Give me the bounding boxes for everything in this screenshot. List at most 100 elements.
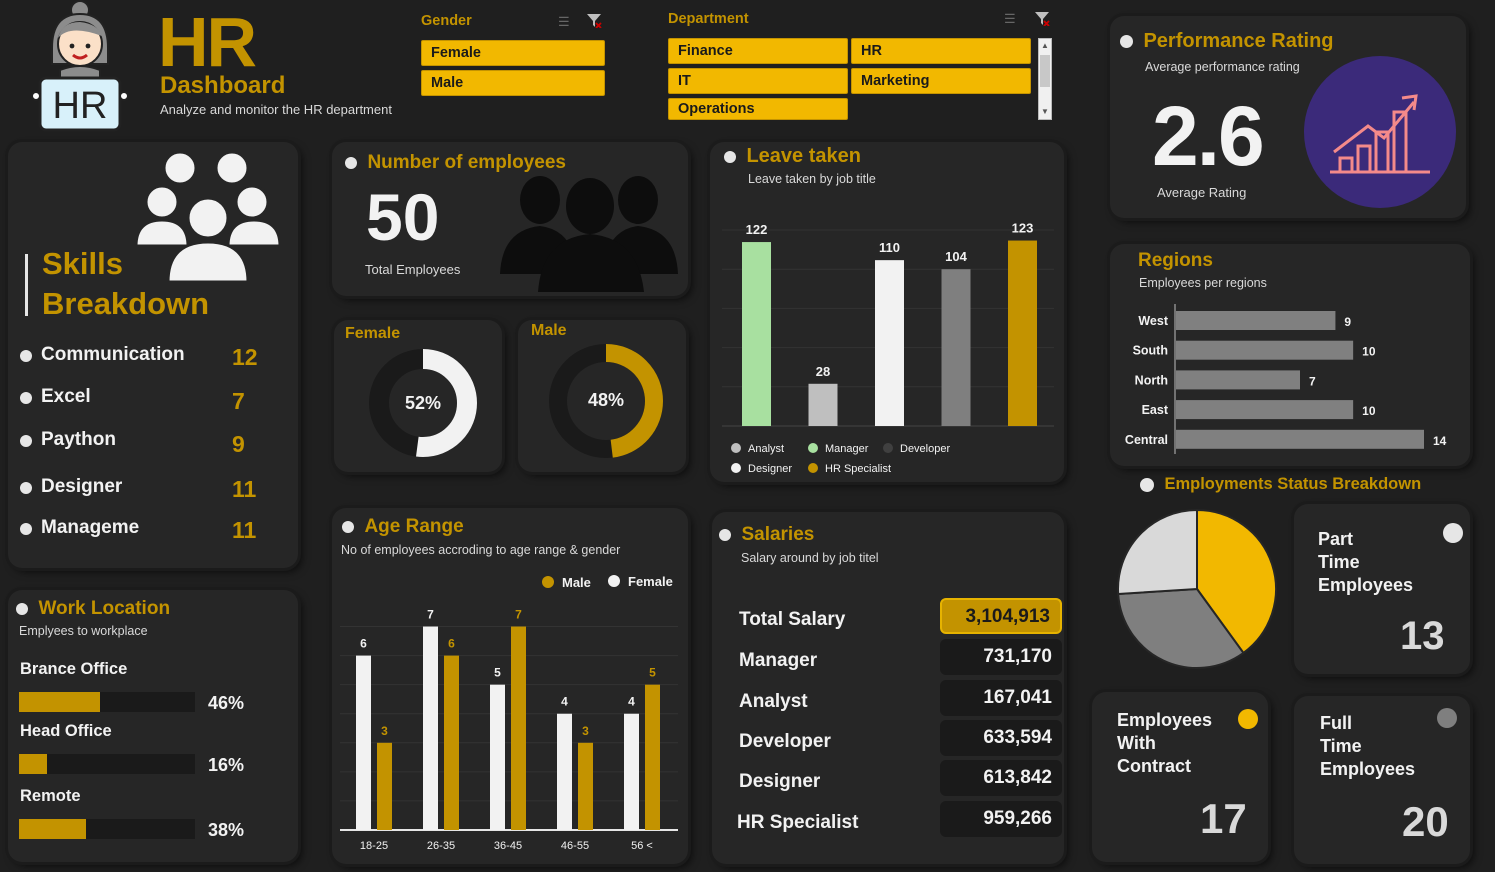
legend-marker	[808, 463, 818, 473]
region-tick-label: North	[1135, 373, 1168, 387]
performance-caption: Average Rating	[1157, 185, 1247, 200]
clear-filter-icon[interactable]	[586, 12, 602, 29]
page-title: HR	[158, 3, 257, 81]
age-data-label: 4	[561, 695, 568, 709]
age-bar	[423, 626, 438, 830]
work-location-header: Work Location	[16, 598, 170, 620]
contract-legend-dot	[1238, 709, 1258, 729]
employees-value: 50	[366, 180, 440, 254]
legend-label: Developer	[900, 443, 950, 455]
age-header: Age Range	[342, 516, 464, 538]
department-slicer-item-it[interactable]: IT	[668, 68, 848, 94]
employees-title: Number of employees	[367, 152, 566, 173]
leave-chart: 122 28 110 104 123 Analyst Manager Developer Des…	[722, 221, 1054, 475]
work-location-label: Brance Office	[20, 660, 128, 678]
male-donut-title: Male	[531, 322, 567, 339]
skill-label: Communication	[41, 344, 185, 365]
work-location-bar-fill	[19, 692, 100, 712]
multi-select-icon[interactable]: ☰	[558, 14, 570, 29]
region-data-label: 14	[1433, 434, 1447, 448]
skill-row-excel: Excel 7	[20, 384, 280, 414]
bullet-icon	[16, 603, 28, 615]
contract-label-line1: Employees	[1117, 710, 1213, 730]
part-time-value: 13	[1400, 614, 1445, 658]
part-time-label-line3: Employees	[1318, 575, 1414, 595]
legend-marker	[731, 443, 741, 453]
age-tick-label: 56 <	[631, 840, 653, 852]
bullet-icon	[1120, 35, 1133, 48]
slicer-scrollbar[interactable]: ▲ ▼	[1038, 38, 1052, 120]
leave-data-label: 122	[746, 222, 768, 237]
work-location-percent: 38%	[208, 820, 245, 840]
skills-title-line1: Skills	[42, 246, 123, 281]
region-data-label: 10	[1362, 345, 1376, 359]
age-data-label: 6	[360, 637, 367, 651]
legend-label: Manager	[825, 443, 869, 455]
department-slicer-item-marketing[interactable]: Marketing	[851, 68, 1031, 94]
full-time-label-line2: Time	[1320, 736, 1362, 756]
male-donut-arc	[549, 344, 663, 458]
department-slicer-title: Department	[668, 11, 749, 27]
performance-subtitle: Average performance rating	[1145, 60, 1300, 74]
work-location-title: Work Location	[38, 598, 171, 619]
leave-bar	[808, 383, 838, 426]
skills-title-line2: Breakdown	[42, 286, 210, 321]
region-bar	[1176, 370, 1300, 390]
skill-label: Paython	[41, 429, 116, 450]
legend-label: HR Specialist	[825, 463, 891, 475]
regions-title: Regions	[1138, 250, 1213, 271]
bullet-icon	[719, 529, 731, 541]
region-bar	[1176, 340, 1354, 360]
salary-value: 167,041	[940, 680, 1062, 716]
growth-chart-icon	[1304, 56, 1456, 208]
clear-filter-icon[interactable]	[1034, 10, 1050, 27]
people-group-icon	[132, 146, 284, 286]
gender-slicer-item-female[interactable]: Female	[421, 40, 605, 66]
work-location-percent: 16%	[208, 755, 245, 775]
part-time-label-line2: Time	[1318, 552, 1360, 572]
age-bar	[444, 655, 459, 830]
status-pie-chart	[1117, 508, 1277, 669]
salary-label: Manager	[739, 650, 818, 671]
gender-slicer-item-male[interactable]: Male	[421, 70, 605, 96]
performance-value: 2.6	[1152, 89, 1265, 183]
salary-label: Total Salary	[739, 609, 846, 630]
male-donut: 48%	[549, 344, 663, 458]
age-tick-label: 18-25	[360, 840, 388, 852]
age-bar	[511, 626, 526, 830]
status-title: Employments Status Breakdown	[1164, 475, 1422, 493]
department-slicer-item-hr[interactable]: HR	[851, 38, 1031, 64]
contract-label-line3: Contract	[1117, 756, 1192, 776]
leave-data-label: 110	[879, 240, 900, 255]
work-location-bar-track	[19, 692, 195, 712]
work-location-subtitle: Emplyees to workplace	[19, 624, 148, 638]
age-data-label: 4	[628, 695, 635, 709]
multi-select-icon[interactable]: ☰	[1004, 11, 1016, 26]
department-slicer-item-operations[interactable]: Operations	[668, 98, 848, 120]
salaries-title: Salaries	[741, 524, 815, 545]
department-slicer-item-finance[interactable]: Finance	[668, 38, 848, 64]
age-bar	[645, 684, 660, 830]
status-pie-slice	[1117, 587, 1245, 669]
skill-row-python: Paython 9	[20, 427, 280, 457]
female-donut-label: 52%	[405, 393, 441, 413]
bullet-icon	[20, 523, 32, 535]
leave-title: Leave taken	[746, 145, 861, 167]
contract-value: 17	[1200, 795, 1247, 842]
full-time-label: Full Time Employees	[1320, 712, 1415, 781]
age-bar	[377, 742, 392, 830]
regions-subtitle: Employees per regions	[1139, 276, 1267, 290]
salary-value: 731,170	[940, 639, 1062, 675]
part-time-card	[1294, 504, 1470, 674]
leave-data-label: 123	[1012, 221, 1034, 236]
region-data-label: 9	[1344, 315, 1351, 329]
legend-label: Analyst	[748, 443, 784, 455]
skill-label: Excel	[41, 386, 91, 407]
work-location-label: Head Office	[20, 722, 112, 740]
age-data-label: 7	[427, 608, 434, 622]
bullet-icon	[20, 482, 32, 494]
leave-header: Leave taken	[724, 145, 861, 168]
page-title-dashboard: Dashboard	[160, 72, 286, 99]
legend-label: Female	[628, 574, 673, 589]
leave-bar	[742, 242, 771, 426]
